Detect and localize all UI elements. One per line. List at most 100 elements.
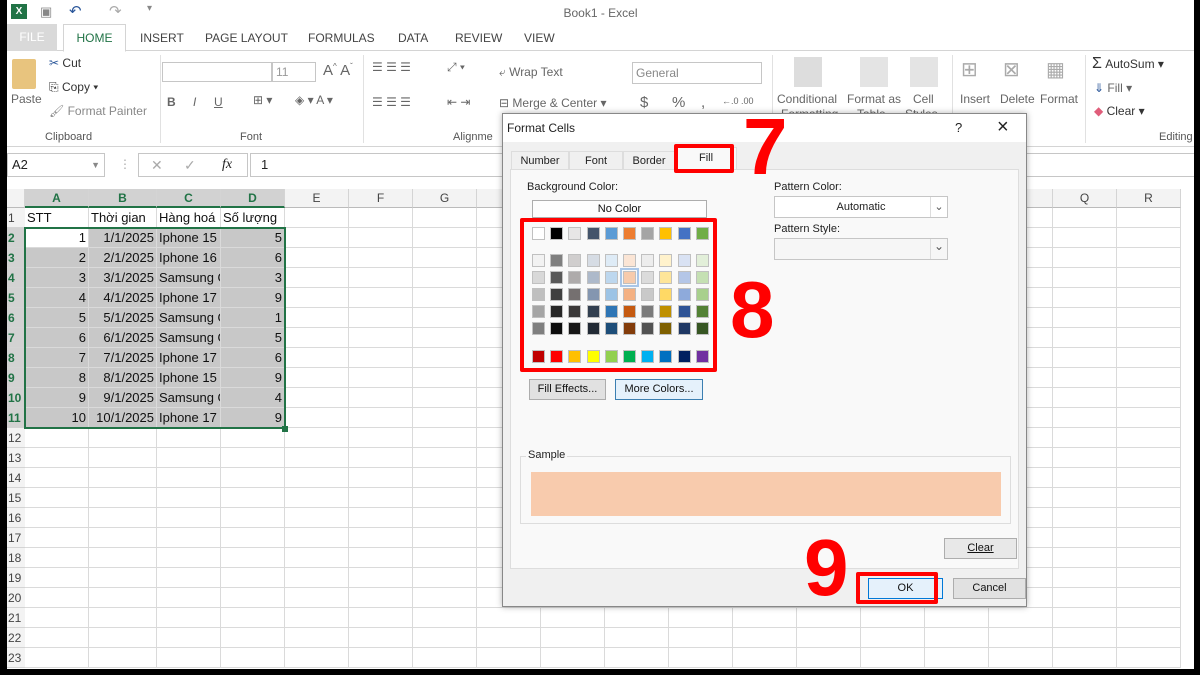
- column-header-C[interactable]: C: [157, 189, 221, 208]
- cell-Q23[interactable]: [1053, 648, 1117, 668]
- cell-E17[interactable]: [285, 528, 349, 548]
- row-header-5[interactable]: 5: [7, 288, 25, 308]
- cell-R12[interactable]: [1117, 428, 1181, 448]
- tab-formulas[interactable]: FORMULAS: [308, 31, 375, 45]
- cell-D3[interactable]: 6: [221, 248, 285, 268]
- cell-D7[interactable]: 5: [221, 328, 285, 348]
- cell-C13[interactable]: [157, 448, 221, 468]
- cell-G12[interactable]: [413, 428, 477, 448]
- cell-Q19[interactable]: [1053, 568, 1117, 588]
- cell-O22[interactable]: [925, 628, 989, 648]
- cell-J22[interactable]: [605, 628, 669, 648]
- cell-G9[interactable]: [413, 368, 477, 388]
- color-swatch-standard[interactable]: [604, 350, 618, 363]
- color-swatch-theme[interactable]: [568, 227, 582, 240]
- column-header-F[interactable]: F: [349, 189, 413, 208]
- cell-E3[interactable]: [285, 248, 349, 268]
- cell-G10[interactable]: [413, 388, 477, 408]
- cell-J21[interactable]: [605, 608, 669, 628]
- cell-G14[interactable]: [413, 468, 477, 488]
- cell-E8[interactable]: [285, 348, 349, 368]
- cell-G3[interactable]: [413, 248, 477, 268]
- cell-G8[interactable]: [413, 348, 477, 368]
- cell-E5[interactable]: [285, 288, 349, 308]
- color-swatch-tint[interactable]: [695, 305, 709, 318]
- cell-H22[interactable]: [477, 628, 541, 648]
- cell-E15[interactable]: [285, 488, 349, 508]
- column-header-D[interactable]: D: [221, 189, 285, 208]
- cell-F10[interactable]: [349, 388, 413, 408]
- enter-icon[interactable]: ✓: [184, 157, 196, 173]
- cell-B1[interactable]: Thời gian: [89, 208, 157, 228]
- cell-R17[interactable]: [1117, 528, 1181, 548]
- cell-E13[interactable]: [285, 448, 349, 468]
- cell-D13[interactable]: [221, 448, 285, 468]
- color-swatch-tint[interactable]: [641, 305, 655, 318]
- cell-F11[interactable]: [349, 408, 413, 428]
- align-top-icon[interactable]: ☰ ☰ ☰: [372, 60, 411, 74]
- cell-G19[interactable]: [413, 568, 477, 588]
- grow-font-icon[interactable]: A^ Aˇ: [323, 62, 353, 79]
- cell-B16[interactable]: [89, 508, 157, 528]
- cell-F20[interactable]: [349, 588, 413, 608]
- cell-A7[interactable]: 6: [25, 328, 89, 348]
- cell-R15[interactable]: [1117, 488, 1181, 508]
- cell-J23[interactable]: [605, 648, 669, 668]
- cell-F1[interactable]: [349, 208, 413, 228]
- cell-R4[interactable]: [1117, 268, 1181, 288]
- cell-C2[interactable]: Iphone 15: [157, 228, 221, 248]
- cell-B6[interactable]: 5/1/2025: [89, 308, 157, 328]
- cell-B8[interactable]: 7/1/2025: [89, 348, 157, 368]
- cell-A16[interactable]: [25, 508, 89, 528]
- color-swatch-standard[interactable]: [623, 350, 636, 363]
- cell-B21[interactable]: [89, 608, 157, 628]
- cell-R3[interactable]: [1117, 248, 1181, 268]
- font-name-select[interactable]: [162, 62, 272, 82]
- cell-Q5[interactable]: [1053, 288, 1117, 308]
- cell-A2[interactable]: 1: [25, 228, 89, 248]
- cell-E14[interactable]: [285, 468, 349, 488]
- cell-C21[interactable]: [157, 608, 221, 628]
- conditional-formatting-button[interactable]: Conditional: [777, 92, 838, 106]
- cell-N22[interactable]: [861, 628, 925, 648]
- cell-Q7[interactable]: [1053, 328, 1117, 348]
- cell-M22[interactable]: [797, 628, 861, 648]
- cell-G16[interactable]: [413, 508, 477, 528]
- tab-font[interactable]: Font: [569, 151, 623, 170]
- color-swatch-tint[interactable]: [586, 288, 600, 301]
- cell-E7[interactable]: [285, 328, 349, 348]
- underline-button[interactable]: U: [214, 95, 223, 109]
- row-header-22[interactable]: 22: [7, 628, 25, 648]
- cell-C12[interactable]: [157, 428, 221, 448]
- color-swatch-tint[interactable]: [568, 322, 582, 335]
- color-swatch-tint[interactable]: [604, 305, 618, 318]
- cell-B7[interactable]: 6/1/2025: [89, 328, 157, 348]
- italic-button[interactable]: I: [193, 95, 197, 109]
- cell-R21[interactable]: [1117, 608, 1181, 628]
- wrap-text-button[interactable]: ⤶ Wrap Text: [499, 65, 563, 80]
- cell-C7[interactable]: Samsung G: [157, 328, 221, 348]
- row-header-2[interactable]: 2: [7, 228, 25, 248]
- cell-Q3[interactable]: [1053, 248, 1117, 268]
- cell-B20[interactable]: [89, 588, 157, 608]
- color-swatch-tint[interactable]: [677, 254, 691, 267]
- font-size-select[interactable]: 11: [272, 62, 316, 82]
- cell-B15[interactable]: [89, 488, 157, 508]
- cell-Q10[interactable]: [1053, 388, 1117, 408]
- cell-C17[interactable]: [157, 528, 221, 548]
- delete-button[interactable]: Delete: [1000, 92, 1035, 106]
- cell-D10[interactable]: 4: [221, 388, 285, 408]
- cell-D18[interactable]: [221, 548, 285, 568]
- cell-A6[interactable]: 5: [25, 308, 89, 328]
- cell-E23[interactable]: [285, 648, 349, 668]
- save-icon[interactable]: ▣: [40, 4, 53, 19]
- cell-G21[interactable]: [413, 608, 477, 628]
- color-swatch-tint[interactable]: [532, 271, 545, 284]
- cell-E6[interactable]: [285, 308, 349, 328]
- cell-P23[interactable]: [989, 648, 1053, 668]
- color-swatch-standard[interactable]: [550, 350, 564, 363]
- tab-page-layout[interactable]: PAGE LAYOUT: [205, 31, 288, 45]
- cell-F7[interactable]: [349, 328, 413, 348]
- align-left-icon[interactable]: ☰ ☰ ☰: [372, 95, 411, 109]
- cell-C19[interactable]: [157, 568, 221, 588]
